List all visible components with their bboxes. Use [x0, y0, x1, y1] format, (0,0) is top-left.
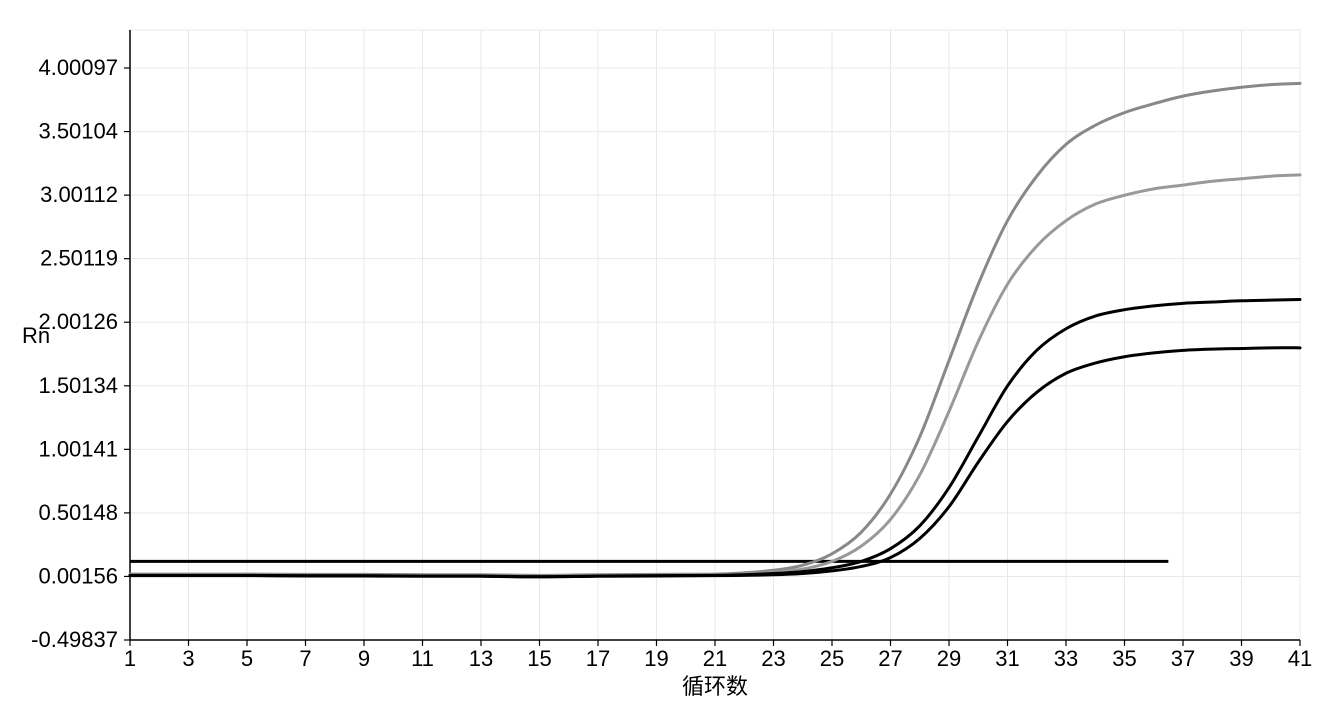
x-tick-label: 29: [937, 646, 961, 671]
y-tick-label: 3.00112: [40, 182, 118, 207]
x-tick-label: 37: [1171, 646, 1195, 671]
y-tick-label: 0.00156: [38, 563, 118, 588]
x-tick-label: 39: [1229, 646, 1253, 671]
y-tick-label: 2.00126: [38, 309, 118, 334]
x-tick-label: 25: [820, 646, 844, 671]
x-tick-label: 35: [1112, 646, 1136, 671]
x-tick-label: 41: [1288, 646, 1312, 671]
x-tick-label: 11: [411, 646, 434, 671]
x-tick-label: 17: [586, 646, 610, 671]
y-tick-label: 2.50119: [40, 246, 118, 271]
y-tick-label: 1.00141: [38, 436, 118, 461]
chart-svg: 1357911131517192123252729313335373941-0.…: [0, 0, 1333, 712]
x-tick-label: 23: [761, 646, 785, 671]
x-tick-label: 33: [1054, 646, 1078, 671]
y-tick-label: 0.50148: [38, 500, 118, 525]
y-axis-label: Rn: [22, 323, 50, 348]
x-tick-label: 21: [703, 646, 727, 671]
y-tick-label: 4.00097: [38, 55, 118, 80]
x-tick-label: 9: [358, 646, 370, 671]
x-tick-label: 1: [124, 646, 136, 671]
x-tick-label: 27: [878, 646, 902, 671]
x-tick-label: 15: [527, 646, 551, 671]
x-tick-label: 13: [469, 646, 493, 671]
x-axis-label: 循环数: [682, 674, 748, 699]
y-tick-label: -0.49837: [31, 627, 118, 652]
x-tick-label: 31: [995, 646, 1019, 671]
x-tick-label: 19: [644, 646, 668, 671]
y-tick-label: 1.50134: [38, 373, 118, 398]
x-tick-label: 5: [241, 646, 253, 671]
amplification-chart: 1357911131517192123252729313335373941-0.…: [0, 0, 1333, 712]
x-tick-label: 3: [182, 646, 194, 671]
x-tick-label: 7: [299, 646, 311, 671]
y-tick-label: 3.50104: [38, 119, 118, 144]
